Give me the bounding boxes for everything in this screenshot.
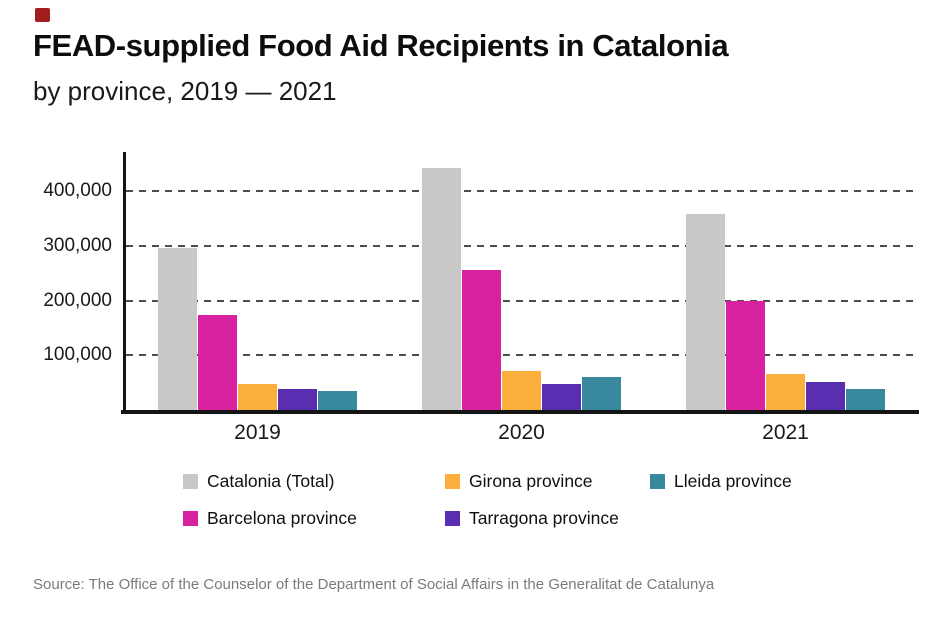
bar-group-2019 <box>158 248 357 410</box>
bar <box>198 315 237 410</box>
legend-swatch <box>183 511 198 526</box>
bar <box>158 248 197 410</box>
legend-item: Catalonia (Total) <box>183 471 445 492</box>
legend-swatch <box>183 474 198 489</box>
x-axis-label: 2021 <box>762 421 809 444</box>
bar <box>238 384 277 410</box>
legend-item: Girona province <box>445 471 650 492</box>
legend-label: Girona province <box>469 471 593 491</box>
bar <box>726 301 765 410</box>
bar <box>318 391 357 410</box>
legend-label: Tarragona province <box>469 508 619 528</box>
source-note: Source: The Office of the Counselor of t… <box>33 576 715 593</box>
gridline <box>126 190 915 193</box>
x-axis-label: 2019 <box>234 421 281 444</box>
chart-title: FEAD-supplied Food Aid Recipients in Cat… <box>33 28 729 63</box>
legend-swatch <box>445 474 460 489</box>
legend-label: Lleida province <box>674 471 792 491</box>
legend-swatch <box>650 474 665 489</box>
y-axis-tick-label: 300,000 <box>43 234 112 256</box>
x-axis-label: 2020 <box>498 421 545 444</box>
x-axis-line <box>121 410 919 414</box>
logo-mark <box>35 8 50 22</box>
bar <box>806 382 845 410</box>
bar <box>686 214 725 410</box>
bar <box>582 377 621 410</box>
gridline <box>126 354 915 357</box>
bar <box>422 168 461 410</box>
bar-group-2020 <box>422 168 621 410</box>
plot-area: 100,000 200,000 300,000 400,000 2019 2020 2021 <box>43 152 919 444</box>
gridline <box>126 299 915 302</box>
bar <box>766 374 805 410</box>
legend-label: Barcelona province <box>207 508 357 528</box>
bar <box>542 384 581 410</box>
y-axis-tick-label: 200,000 <box>43 289 112 311</box>
y-axis-tick-label: 100,000 <box>43 344 112 366</box>
bar <box>846 389 885 410</box>
bar <box>502 371 541 410</box>
legend-item: Tarragona province <box>445 508 650 529</box>
legend-swatch <box>445 511 460 526</box>
bar <box>278 389 317 410</box>
bar <box>462 270 501 410</box>
legend-item: Lleida province <box>650 471 900 492</box>
legend-label: Catalonia (Total) <box>207 471 335 491</box>
gridline <box>126 244 915 247</box>
y-axis-line <box>123 152 126 414</box>
y-axis-tick-label: 400,000 <box>43 180 112 202</box>
legend: Catalonia (Total) Girona province Lleida p… <box>183 471 900 529</box>
legend-item: Barcelona province <box>183 508 445 529</box>
chart-subtitle: by province, 2019 — 2021 <box>33 76 337 106</box>
bar-group-2021 <box>686 214 885 410</box>
